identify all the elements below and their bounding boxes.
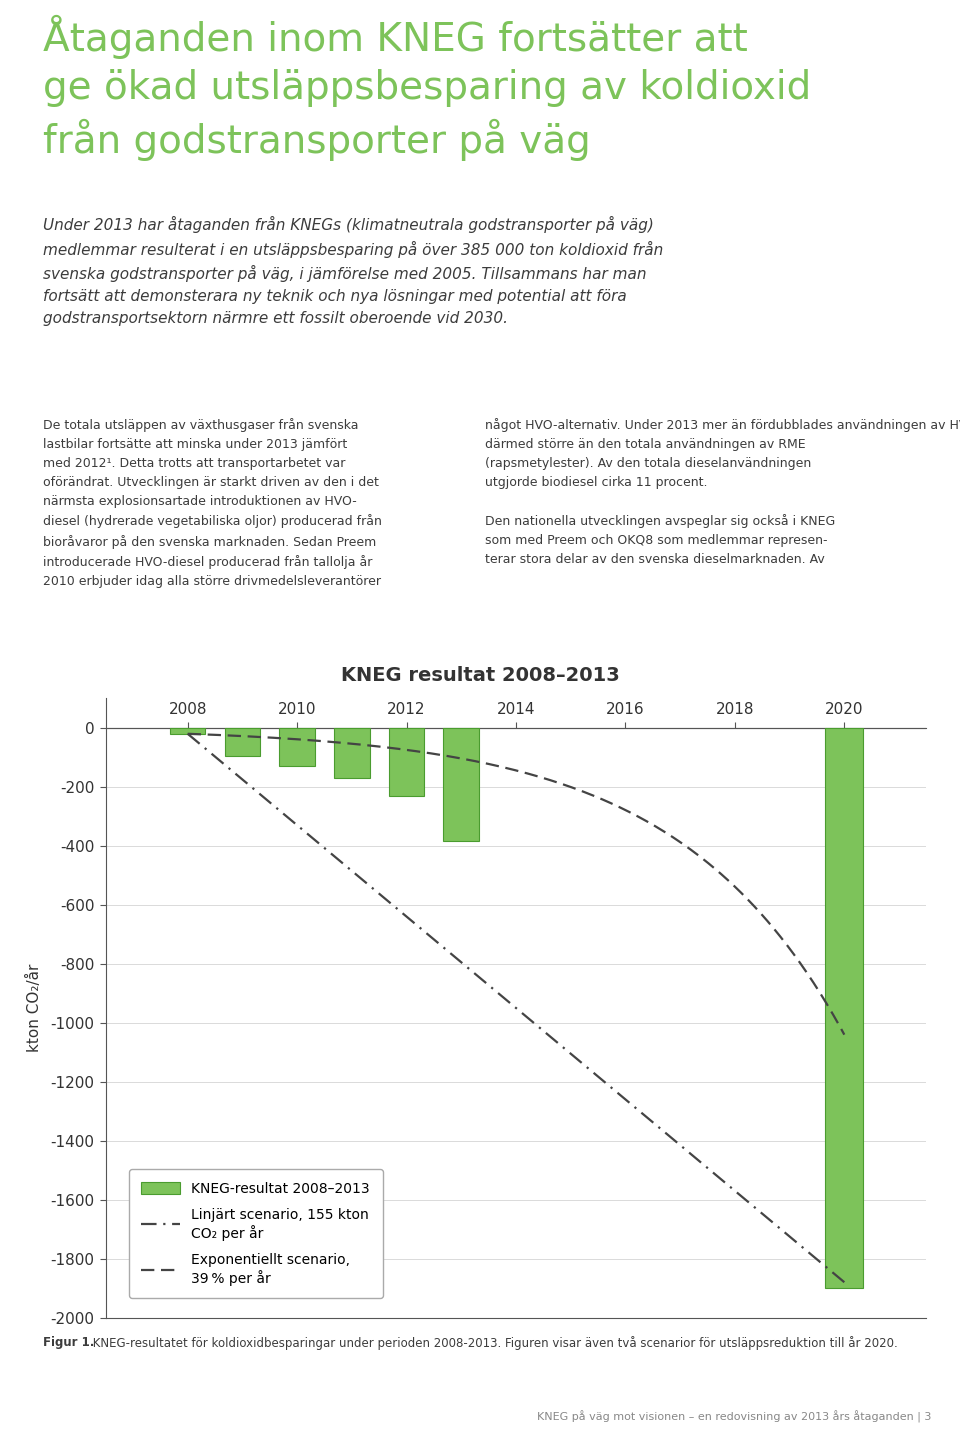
- Bar: [170, 727, 205, 734]
- Exponentiellt scenario,
39 % per år: [184, 726, 196, 743]
- Linjärt scenario, 155 kton
CO₂ per år: [777, 1223, 788, 1240]
- Exponentiellt scenario,
39 % per år: [570, 780, 582, 798]
- Linjärt scenario, 155 kton
CO₂ per år: [839, 1273, 851, 1290]
- Text: något HVO-alternativ. Under 2013 mer än fördubblades användningen av HVO jämfört: något HVO-alternativ. Under 2013 mer än …: [485, 418, 960, 566]
- Bar: [225, 727, 260, 756]
- Text: Åtaganden inom KNEG fortsätter att
ge ökad utsläppsbesparing av koldioxid
från g: Åtaganden inom KNEG fortsätter att ge ök…: [43, 14, 811, 161]
- Bar: [279, 727, 315, 766]
- Line: Linjärt scenario, 155 kton
CO₂ per år: Linjärt scenario, 155 kton CO₂ per år: [188, 734, 845, 1282]
- Bar: [334, 727, 370, 778]
- Exponentiellt scenario,
39 % per år: [584, 785, 595, 802]
- Text: KNEG på väg mot visionen – en redovisning av 2013 års åtaganden | 3: KNEG på väg mot visionen – en redovisnin…: [537, 1410, 931, 1423]
- Linjärt scenario, 155 kton
CO₂ per år: [182, 726, 194, 743]
- Line: Exponentiellt scenario,
39 % per år: Exponentiellt scenario, 39 % per år: [188, 734, 845, 1035]
- Text: Figur 1.: Figur 1.: [43, 1336, 95, 1349]
- Exponentiellt scenario,
39 % per år: [573, 782, 585, 799]
- Linjärt scenario, 155 kton
CO₂ per år: [573, 1051, 585, 1068]
- Bar: [389, 727, 424, 796]
- Text: KNEG resultat 2008–2013: KNEG resultat 2008–2013: [341, 667, 619, 685]
- Bar: [444, 727, 479, 841]
- Linjärt scenario, 155 kton
CO₂ per år: [570, 1050, 582, 1067]
- Exponentiellt scenario,
39 % per år: [777, 932, 788, 949]
- Y-axis label: kton CO₂/år: kton CO₂/år: [27, 963, 42, 1053]
- Exponentiellt scenario,
39 % per år: [839, 1027, 851, 1044]
- Exponentiellt scenario,
39 % per år: [182, 726, 194, 743]
- Text: Under 2013 har åtaganden från KNEGs (klimatneutrala godstransporter på väg)
medl: Under 2013 har åtaganden från KNEGs (kli…: [43, 216, 663, 325]
- Exponentiellt scenario,
39 % per år: [735, 884, 747, 901]
- Linjärt scenario, 155 kton
CO₂ per år: [735, 1188, 747, 1205]
- Text: KNEG-resultatet för koldioxidbesparingar under perioden 2008-2013. Figuren visar: KNEG-resultatet för koldioxidbesparingar…: [89, 1336, 899, 1351]
- Linjärt scenario, 155 kton
CO₂ per år: [184, 727, 196, 744]
- Legend: KNEG-resultat 2008–2013, Linjärt scenario, 155 kton
CO₂ per år, Exponentiellt sc: KNEG-resultat 2008–2013, Linjärt scenari…: [129, 1169, 383, 1299]
- Linjärt scenario, 155 kton
CO₂ per år: [584, 1061, 595, 1079]
- Text: De totala utsläppen av växthusgaser från svenska
lastbilar fortsätte att minska : De totala utsläppen av växthusgaser från…: [43, 418, 382, 588]
- Bar: [826, 727, 863, 1289]
